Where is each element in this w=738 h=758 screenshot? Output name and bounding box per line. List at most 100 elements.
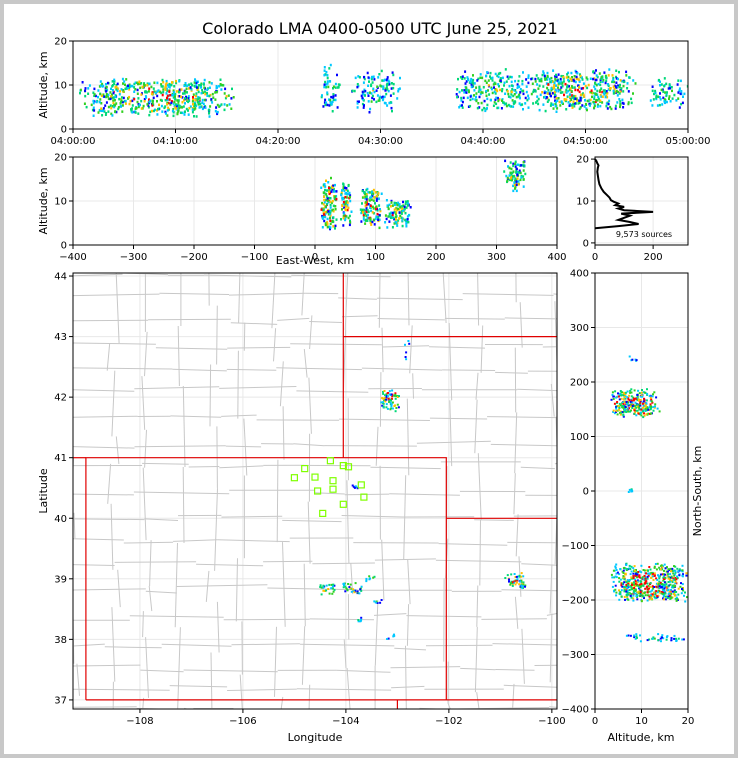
alt-time-source-point — [103, 110, 106, 113]
map-source-point — [384, 400, 387, 403]
alt-time-source-point — [630, 97, 633, 101]
alt-ew-source-point — [391, 204, 394, 207]
alt-time-source-point — [567, 101, 570, 104]
northsouth-source-point — [618, 580, 621, 583]
northsouth-source-point — [675, 591, 678, 593]
northsouth-source-point — [667, 585, 670, 588]
map-source-point — [508, 580, 510, 583]
alt-ew-source-point — [507, 165, 509, 168]
alt-ew-source-point — [395, 207, 398, 210]
alt-time-source-point — [232, 96, 235, 99]
alt-ew-source-point — [377, 192, 380, 195]
alt-ew-source-point — [340, 218, 342, 221]
county-line — [170, 415, 222, 418]
alt-time-source-point — [613, 84, 616, 88]
alt-time-source-point — [105, 93, 108, 96]
alt-time-source-point — [554, 99, 557, 102]
alt-time-source-point — [134, 81, 137, 84]
northsouth-source-point — [668, 592, 671, 594]
alt-ew-source-point — [401, 217, 404, 220]
alt-ew-source-point — [367, 213, 369, 217]
northsouth-source-point — [622, 406, 625, 409]
alt-time-source-point — [596, 75, 599, 79]
alt-time-source-point — [362, 106, 365, 109]
county-line — [336, 669, 391, 673]
northsouth-source-point — [635, 575, 638, 578]
northsouth-source-point — [641, 394, 643, 397]
alt-time-source-point — [107, 110, 110, 113]
alt-time-source-point — [323, 85, 326, 89]
alt-time-source-point — [372, 87, 375, 91]
alt-time-source-point — [116, 89, 119, 93]
alt-time-source-point — [550, 94, 552, 98]
alt-time-source-point — [127, 97, 129, 100]
alt-time-source-point — [593, 77, 596, 80]
alt-ew-source-point — [375, 205, 378, 208]
alt-time-source-point — [615, 86, 618, 89]
northsouth-source-point — [638, 403, 641, 406]
alt-ew-source-point — [334, 205, 337, 208]
map-source-point — [356, 591, 359, 594]
alt-time-source-point — [152, 109, 155, 113]
alt-time-source-point — [658, 103, 661, 107]
county-line — [144, 331, 148, 377]
alt-time-source-point — [518, 93, 521, 96]
northsouth-source-point — [623, 581, 626, 584]
lma-station-marker — [311, 473, 319, 481]
alt-time-source-point — [461, 106, 464, 109]
alt-time-source-point — [203, 98, 206, 102]
alt-time-source-point — [543, 76, 546, 80]
alt-ew-source-point — [389, 216, 392, 220]
alt-time-source-point — [109, 91, 112, 94]
northsouth-source-point — [675, 582, 678, 585]
alt-time-source-point — [514, 79, 517, 83]
alt-time-source-point — [503, 103, 506, 106]
alt-time-source-point — [536, 99, 539, 103]
map-source-point — [388, 393, 391, 396]
alt-time-source-point — [196, 80, 199, 83]
alt-time-source-point — [538, 108, 541, 112]
alt-time-source-point — [151, 109, 153, 113]
northsouth-source-point — [646, 587, 649, 590]
alt-time-source-point — [668, 83, 671, 86]
alt-time-source-point — [216, 110, 219, 114]
alt-time-source-point — [510, 93, 513, 96]
alt-time-source-point — [607, 74, 610, 77]
alt-time-source-point — [553, 81, 556, 84]
alt-time-source-point — [601, 80, 604, 84]
northsouth-source-point — [630, 577, 633, 580]
county-line — [279, 361, 284, 407]
alt-time-source-point — [559, 77, 562, 81]
alt-time-source-point — [521, 79, 524, 83]
northsouth-source-point — [622, 393, 625, 396]
alt-ew-source-point — [359, 208, 362, 211]
northsouth-source-point — [637, 412, 640, 415]
alt-time-source-point — [160, 83, 163, 86]
northsouth-source-point — [660, 592, 663, 595]
alt-time-source-point — [129, 99, 132, 103]
map-source-point — [385, 396, 388, 399]
alt-ew-source-point — [512, 162, 515, 166]
alt-time-source-point — [542, 70, 545, 73]
map-source-point — [360, 585, 363, 588]
northsouth-source-point — [628, 589, 631, 591]
county-line — [519, 302, 523, 348]
alt-time-source-point — [368, 111, 371, 114]
alt-time-source-point — [518, 75, 521, 78]
alt-time-source-point — [601, 101, 604, 104]
map-source-point — [373, 600, 376, 603]
alt-time-source-point — [164, 110, 167, 114]
alt-time-source-point — [206, 94, 209, 97]
alt-time-source-point — [323, 83, 326, 86]
county-line — [173, 539, 218, 542]
alt-time-source-point — [492, 83, 495, 86]
map-source-point — [388, 390, 391, 393]
county-line — [73, 367, 173, 370]
northsouth-source-point — [632, 567, 635, 570]
alt-time-source-point — [161, 78, 164, 82]
northsouth-source-point — [634, 578, 637, 581]
northsouth-source-point — [646, 577, 649, 580]
northsouth-source-point — [673, 578, 676, 581]
map-source-point — [372, 576, 375, 579]
alt-ew-source-point — [346, 201, 349, 204]
